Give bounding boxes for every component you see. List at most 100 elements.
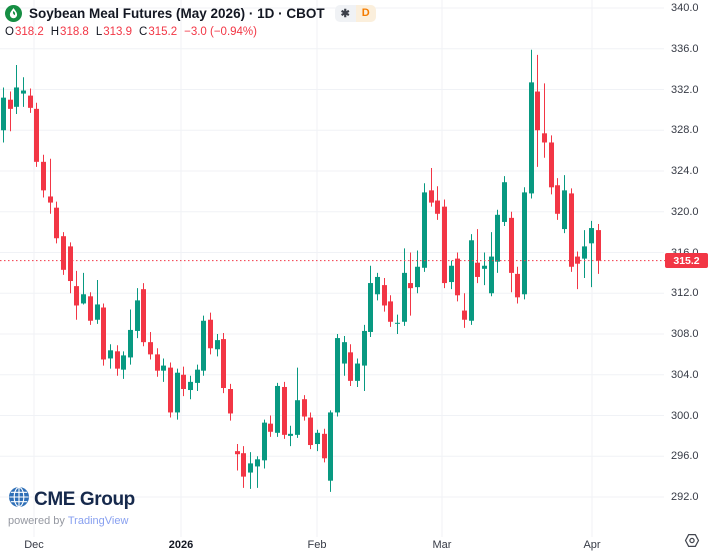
time-axis[interactable]: Dec 2026 Feb Mar Apr xyxy=(0,538,664,559)
candle-body xyxy=(215,340,220,350)
symbol-title[interactable]: Soybean Meal Futures (May 2026) · 1D · C… xyxy=(29,5,325,21)
candle-body xyxy=(475,262,480,277)
price-axis[interactable]: 340.0336.0332.0328.0324.0320.0316.0312.0… xyxy=(666,0,713,532)
candle-body xyxy=(241,453,246,477)
candle-body xyxy=(382,285,387,306)
candle-body xyxy=(422,192,427,268)
candle-body xyxy=(388,301,393,322)
candle-body xyxy=(562,190,567,230)
candle-body xyxy=(81,294,86,304)
candle-body xyxy=(101,307,106,360)
candle-body xyxy=(168,367,173,413)
candle-body xyxy=(108,350,113,359)
candle-body xyxy=(582,246,587,259)
price-axis-label: 304.0 xyxy=(671,368,699,381)
price-axis-label: 320.0 xyxy=(671,205,699,218)
candle-body xyxy=(429,190,434,203)
candle-body xyxy=(589,228,594,244)
candle-body xyxy=(255,459,260,467)
candle-body xyxy=(21,90,26,94)
price-axis-label: 328.0 xyxy=(671,124,699,137)
candle-body xyxy=(362,330,367,366)
ohlc-high: H318.8 xyxy=(50,26,89,38)
candle-body xyxy=(195,369,200,383)
candle-body xyxy=(395,322,400,324)
change-readout: −3.0 (−0.94%) xyxy=(184,26,257,38)
price-axis-label: 300.0 xyxy=(671,409,699,422)
candle-body xyxy=(1,97,6,131)
candle-body xyxy=(322,433,327,459)
candle-body xyxy=(535,91,540,131)
time-axis-label: Mar xyxy=(432,539,452,551)
tradingview-link[interactable]: TradingView xyxy=(67,515,129,527)
candle-body xyxy=(489,256,494,294)
candle-body xyxy=(115,351,120,369)
candle-body xyxy=(148,342,153,355)
candle-body xyxy=(482,265,487,269)
snapshot-asterisk-badge[interactable]: ✱ xyxy=(334,4,356,22)
settings-gear-icon[interactable] xyxy=(684,533,700,553)
candle-body xyxy=(569,193,574,267)
last-price-value: 315.2 xyxy=(673,254,700,267)
time-axis-label: Dec xyxy=(24,539,44,551)
candle-body xyxy=(596,230,601,261)
candle-body xyxy=(455,258,460,296)
candle-body xyxy=(48,196,53,203)
price-axis-label: 336.0 xyxy=(671,42,699,55)
candle-body xyxy=(549,142,554,188)
time-axis-label: Apr xyxy=(583,539,601,551)
candle-body xyxy=(328,412,333,481)
powered-by-row: powered by TradingView xyxy=(8,515,135,528)
candle-body xyxy=(529,82,534,194)
candle-body xyxy=(348,352,353,381)
candle-body xyxy=(282,386,287,435)
candle-body xyxy=(542,133,547,143)
candle-body xyxy=(335,338,340,413)
candle-body xyxy=(275,385,280,433)
candle-body xyxy=(135,300,140,331)
candle-body xyxy=(295,400,300,435)
ohlc-low: L313.9 xyxy=(95,26,133,38)
candle-body xyxy=(95,304,100,320)
cme-group-logo[interactable]: CME Group xyxy=(8,486,135,513)
time-axis-label: Feb xyxy=(307,539,327,551)
ohlc-close: C315.2 xyxy=(139,26,178,38)
candle-body xyxy=(34,108,39,162)
attribution-footer: CME Group powered by TradingView xyxy=(8,486,135,528)
candle-body xyxy=(408,283,413,289)
candle-body xyxy=(442,206,447,284)
candle-body xyxy=(228,389,233,414)
candle-body xyxy=(288,433,293,436)
price-axis-label: 308.0 xyxy=(671,328,699,340)
ohlc-readout: O318.2 H318.8 L313.9 C315.2 −3.0 (−0.94%… xyxy=(5,26,376,38)
price-axis-label: 312.0 xyxy=(671,287,699,300)
candle-body xyxy=(575,256,580,264)
candle-body xyxy=(375,276,380,295)
candle-body xyxy=(415,266,420,288)
candle-body xyxy=(502,182,507,222)
candle-body xyxy=(555,185,560,214)
candle-body xyxy=(74,286,79,306)
cme-group-wordmark: CME Group xyxy=(34,488,135,510)
candle-body xyxy=(308,417,313,446)
candle-body xyxy=(262,422,267,461)
candle-body xyxy=(14,87,19,107)
candle-body xyxy=(141,289,146,343)
interval-badge[interactable]: D xyxy=(355,4,376,22)
candle-body xyxy=(469,240,474,321)
candle-body xyxy=(515,273,520,298)
candle-body xyxy=(188,381,193,391)
soybean-symbol-icon xyxy=(5,4,22,22)
candle-body xyxy=(121,355,126,370)
candle-body xyxy=(161,365,166,371)
candle-body xyxy=(221,339,226,388)
candle-body xyxy=(155,354,160,371)
candle-body xyxy=(128,329,133,358)
ohlc-open: O318.2 xyxy=(5,26,44,38)
candle-body xyxy=(342,342,347,364)
candle-body xyxy=(175,372,180,413)
candle-body xyxy=(88,296,93,321)
price-axis-label: 296.0 xyxy=(671,450,699,463)
candle-body xyxy=(355,363,360,381)
